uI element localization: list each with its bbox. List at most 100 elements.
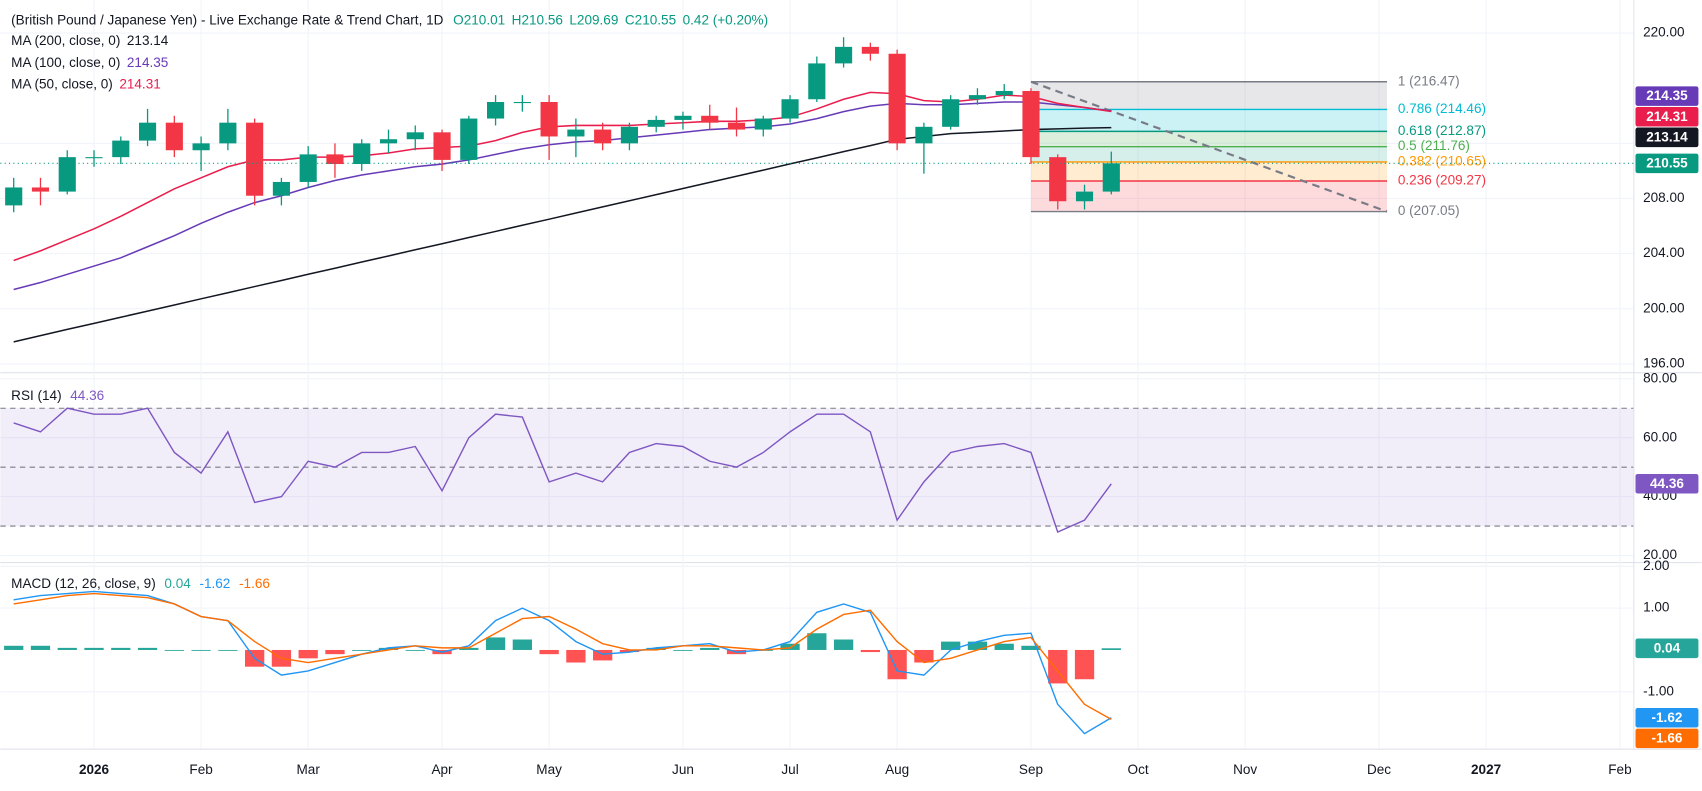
ohlc-value: L209.69	[569, 12, 618, 27]
candle-body	[995, 90, 1013, 96]
fib-label: 0 (207.05)	[1398, 203, 1460, 218]
candle-body	[594, 129, 612, 144]
candle-body	[58, 157, 76, 192]
macd-histogram-bar	[566, 649, 586, 663]
candle-body	[326, 154, 344, 165]
signal-line	[13, 592, 1112, 721]
macd-histogram-bar	[807, 633, 827, 650]
candle-body	[299, 154, 317, 182]
macd-histogram-bar	[994, 643, 1014, 650]
price-badge	[1635, 127, 1699, 148]
macd-histogram-bar	[378, 647, 399, 650]
macd-histogram-bar	[485, 637, 506, 650]
signal-value: -1.66	[239, 575, 270, 590]
y-tick-label: 80.00	[1643, 370, 1677, 385]
macd-line-value: -1.62	[199, 575, 230, 590]
y-tick-label: 204.00	[1643, 245, 1684, 260]
fib-label: 0.5 (211.76)	[1398, 138, 1470, 153]
ohlc-value: H210.56	[512, 12, 563, 27]
price-badge-label: 214.31	[1646, 109, 1688, 124]
price-badge	[1635, 707, 1699, 728]
change-value: 0.42 (+0.20%)	[683, 12, 768, 27]
price-badge-label: 44.36	[1650, 476, 1684, 491]
macd-histogram-bar	[1048, 649, 1068, 684]
macd-histogram-bar	[352, 649, 372, 651]
candle-body	[1022, 90, 1040, 158]
candle-body	[701, 115, 719, 123]
ma-name: MA (100, close, 0)	[11, 55, 120, 70]
candle-body	[647, 119, 665, 127]
candle-body	[246, 122, 264, 196]
x-tick-label: Apr	[431, 762, 453, 777]
candle-body	[942, 99, 960, 127]
rsi-name: RSI (14)	[11, 388, 61, 403]
y-tick-label: 1.00	[1643, 600, 1669, 615]
fib-label: 1 (216.47)	[1398, 73, 1460, 88]
macd-histogram-bar	[700, 647, 720, 650]
price-badge	[1635, 106, 1699, 127]
macd-histogram-bar	[673, 649, 693, 651]
candle-body	[567, 129, 585, 137]
y-tick-label: 2.00	[1643, 558, 1669, 573]
macd-histogram-bar	[30, 645, 51, 650]
x-tick-label: 2027	[1471, 762, 1501, 777]
candle-body	[433, 132, 451, 160]
macd-histogram-bar	[1074, 649, 1095, 680]
candle-body	[540, 102, 558, 137]
macd-histogram-bar	[298, 649, 318, 659]
macd-histogram-bar	[84, 647, 104, 650]
macd-histogram-bar	[1021, 645, 1041, 650]
candle-body	[861, 46, 879, 54]
macd-histogram-bar	[539, 649, 559, 655]
macd-hist-value: 0.04	[164, 575, 191, 590]
price-badge	[1635, 86, 1699, 106]
macd-histogram-bar	[57, 647, 77, 650]
candle-body	[272, 181, 290, 196]
candle-body	[219, 122, 237, 144]
macd-histogram-bar	[967, 641, 988, 650]
candle-body	[460, 118, 478, 160]
ma-value: 214.35	[127, 55, 168, 70]
price-badge-label: 210.55	[1646, 155, 1688, 170]
x-tick-label: Sep	[1019, 762, 1043, 777]
x-tick-label: Dec	[1367, 762, 1391, 777]
moving-average	[13, 91, 1112, 262]
macd-histogram-bar	[459, 647, 479, 650]
candle-body	[406, 132, 424, 140]
candle-body	[915, 126, 933, 144]
y-tick-label: 196.00	[1643, 355, 1684, 370]
macd-histogram-bar	[914, 649, 934, 663]
candle-body	[620, 126, 638, 144]
candle-body	[1102, 163, 1120, 192]
y-tick-label: 208.00	[1643, 190, 1684, 205]
ma-value: 213.14	[127, 33, 169, 48]
ohlc-value: O210.01	[453, 12, 505, 27]
candle-body	[85, 157, 103, 159]
candle-body	[754, 118, 772, 130]
candle-body	[353, 143, 371, 165]
candle-body	[674, 115, 692, 120]
fib-label: 0.786 (214.46)	[1398, 101, 1486, 116]
rsi-legend: RSI (14) 44.36	[11, 388, 104, 403]
ma-legend: MA (50, close, 0) 214.31	[11, 76, 161, 91]
price-badge-label: 213.14	[1646, 129, 1688, 144]
price-badge	[1635, 153, 1699, 174]
x-tick-label: Oct	[1128, 762, 1149, 777]
fib-trend-line	[1030, 80, 1388, 213]
fib-zone	[1030, 81, 1388, 110]
x-tick-label: Aug	[885, 762, 909, 777]
candle-body	[1075, 191, 1094, 202]
candle-body	[1049, 157, 1067, 202]
candle-body	[165, 122, 183, 151]
y-tick-label: 220.00	[1643, 25, 1684, 40]
candle-body	[808, 63, 826, 100]
price-badge	[1635, 638, 1699, 659]
ma-name: MA (200, close, 0)	[11, 33, 120, 48]
fib-label: 0.618 (212.87)	[1398, 123, 1486, 138]
macd-histogram-bar	[619, 649, 640, 653]
macd-histogram-bar	[941, 641, 961, 650]
fib-zone	[1030, 131, 1388, 147]
macd-histogram-bar	[593, 649, 613, 661]
y-tick-label: -1.00	[1643, 683, 1674, 698]
